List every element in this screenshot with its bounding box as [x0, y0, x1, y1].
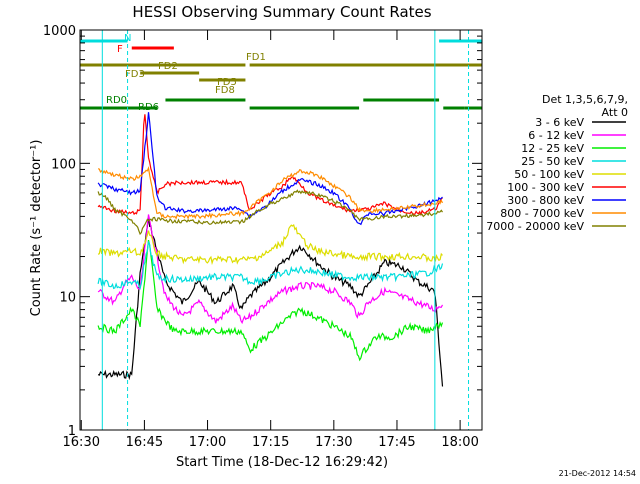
series-line-9: [97, 189, 443, 236]
legend-label-1: 3 - 6 keV: [535, 116, 584, 129]
y-tick-label-1000: 1000: [43, 24, 76, 39]
state-label-f: F: [117, 44, 123, 55]
state-label-fd3: FD3: [125, 69, 145, 80]
legend-label-4: 25 - 50 keV: [521, 155, 584, 168]
legend-title-line-2: Att 0: [602, 106, 628, 119]
legend-label-6: 100 - 300 keV: [507, 181, 584, 194]
plot-frame: [79, 29, 483, 431]
legend-label-5: 50 - 100 keV: [514, 168, 584, 181]
legend-label-2: 6 - 12 keV: [528, 129, 584, 142]
y-tick-label-10: 10: [59, 291, 76, 306]
x-tick-label-17:00: 17:00: [189, 435, 226, 450]
x-axis-label: Start Time (18-Dec-12 16:29:42): [176, 455, 388, 470]
series-line-2: [97, 214, 444, 325]
legend-label-9: 7000 - 20000 keV: [486, 220, 584, 233]
chart-title: HESSI Observing Summary Count Rates: [132, 3, 431, 21]
y-tick-label-100: 100: [51, 157, 76, 172]
legend-label-3: 12 - 25 keV: [521, 142, 584, 155]
y-axis-label: Count Rate (s⁻¹ detector⁻¹): [29, 140, 44, 317]
state-label-fd1: FD1: [246, 52, 266, 63]
footer-timestamp: 21-Dec-2012 14:54: [559, 469, 636, 478]
series-line-3: [97, 239, 444, 362]
series-line-5: [97, 223, 443, 266]
state-label-fd5: FD5: [217, 77, 237, 88]
state-label-rd6: RD6: [138, 102, 159, 113]
x-tick-label-17:45: 17:45: [378, 435, 415, 450]
legend-label-8: 800 - 7000 keV: [500, 207, 584, 220]
x-tick-label-18:00: 18:00: [441, 435, 478, 450]
legend-title-line-1: Det 1,3,5,6,7,9,: [542, 93, 628, 106]
series-line-1: [97, 217, 444, 387]
x-tick-label-16:30: 16:30: [63, 435, 100, 450]
state-label-fd8: FD8: [215, 85, 235, 96]
state-label-rd0: RD0: [106, 95, 127, 106]
y-tick-label-1: 1: [68, 424, 76, 439]
x-tick-label-17:15: 17:15: [252, 435, 289, 450]
x-tick-label-17:30: 17:30: [315, 435, 352, 450]
series-line-8: [97, 165, 444, 220]
legend-label-7: 300 - 800 keV: [507, 194, 584, 207]
series-line-4: [97, 241, 444, 290]
state-label-fd2: FD2: [158, 61, 178, 72]
x-tick-label-16:45: 16:45: [126, 435, 163, 450]
series-line-7: [97, 112, 443, 226]
